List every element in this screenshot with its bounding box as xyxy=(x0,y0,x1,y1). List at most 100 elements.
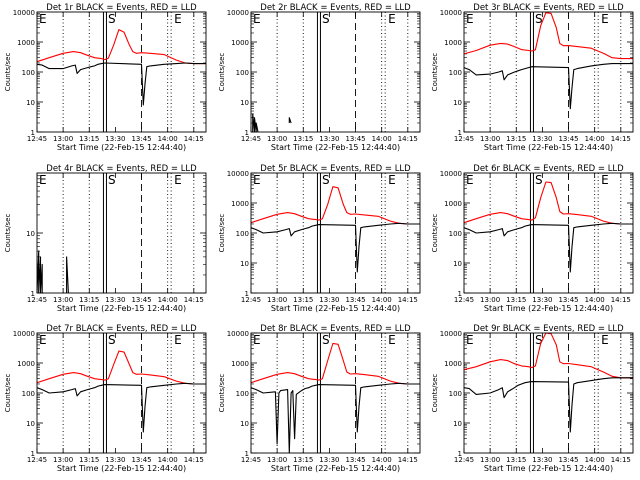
events-series-line xyxy=(252,113,259,133)
x-tick-label: 13:45 xyxy=(558,296,578,304)
y-tick-label: 10000 xyxy=(13,9,35,17)
events-series-line xyxy=(250,222,420,273)
lld-series-line xyxy=(250,186,420,225)
x-tick-label: 13:15 xyxy=(79,135,99,143)
x-tick-label: 12:45 xyxy=(454,456,474,464)
panel-title: Det 7r BLACK = Events, RED = LLD xyxy=(46,324,197,334)
y-axis-label: Counts/sec xyxy=(4,53,12,92)
x-tick-label: 13:15 xyxy=(79,456,99,464)
y-tick-label: 1000 xyxy=(17,39,35,47)
x-axis-label: Start Time (22-Feb-15 12:44:40) xyxy=(271,143,400,152)
lld-series-line xyxy=(36,29,206,65)
end-marker-label: E xyxy=(601,173,609,187)
x-tick-label: 13:30 xyxy=(532,135,552,143)
x-tick-label: 12:45 xyxy=(27,296,47,304)
plot-frame xyxy=(250,332,421,454)
x-tick-label: 13:45 xyxy=(558,135,578,143)
x-tick-label: 13:30 xyxy=(319,296,339,304)
plot-frame xyxy=(36,172,207,294)
x-tick-label: 12:45 xyxy=(454,296,474,304)
x-tick-label: 13:00 xyxy=(267,296,287,304)
detector-panel: Det 1r BLACK = Events, RED = LLD Counts/s… xyxy=(4,3,207,152)
plot-frame xyxy=(463,172,634,294)
x-tick-label: 14:15 xyxy=(611,296,631,304)
plot-frame xyxy=(463,332,634,454)
lld-series-line xyxy=(463,12,633,60)
x-tick-label: 13:00 xyxy=(480,296,500,304)
panel-title: Det 9r BLACK = Events, RED = LLD xyxy=(473,324,624,334)
x-axis-label: Start Time (22-Feb-15 12:44:40) xyxy=(57,464,186,473)
events-series-line xyxy=(463,222,633,273)
end-marker-label: E xyxy=(601,333,609,347)
y-tick-label: 1 xyxy=(245,290,249,298)
y-tick-label: 10000 xyxy=(227,330,249,338)
y-tick-label: 1000 xyxy=(231,200,249,208)
end-marker-label: E xyxy=(253,12,261,26)
x-tick-label: 13:00 xyxy=(53,456,73,464)
y-tick-label: 10 xyxy=(26,230,35,238)
events-series-line xyxy=(463,377,633,433)
panel-title: Det 6r BLACK = Events, RED = LLD xyxy=(473,164,624,174)
x-tick-label: 14:15 xyxy=(611,135,631,143)
x-tick-label: 13:30 xyxy=(319,456,339,464)
detector-panel: Det 5r BLACK = Events, RED = LLD Counts/s… xyxy=(218,164,421,313)
end-marker-label: E xyxy=(174,333,182,347)
events-series-line xyxy=(250,382,420,454)
y-tick-label: 100 xyxy=(449,69,462,77)
x-axis-label: Start Time (22-Feb-15 12:44:40) xyxy=(271,304,400,313)
y-axis-label: Counts/sec xyxy=(218,53,226,92)
y-tick-label: 100 xyxy=(449,230,462,238)
start-marker-label: S xyxy=(108,333,116,347)
end-marker-label: E xyxy=(388,12,396,26)
y-axis-label: Counts/sec xyxy=(218,214,226,253)
x-tick-label: 14:15 xyxy=(611,456,631,464)
x-tick-label: 14:00 xyxy=(158,456,178,464)
x-tick-label: 12:45 xyxy=(241,135,261,143)
x-tick-label: 14:00 xyxy=(372,135,392,143)
end-marker-label: E xyxy=(601,12,609,26)
x-tick-label: 12:45 xyxy=(241,456,261,464)
x-tick-label: 13:00 xyxy=(480,135,500,143)
lld-series-line xyxy=(250,342,420,385)
x-tick-label: 13:15 xyxy=(506,135,526,143)
detector-panel: Det 2r BLACK = Events, RED = LLD Counts/s… xyxy=(218,3,421,152)
end-marker-label: E xyxy=(39,173,47,187)
y-tick-label: 10 xyxy=(240,99,249,107)
x-tick-label: 13:15 xyxy=(293,456,313,464)
x-tick-label: 12:45 xyxy=(241,296,261,304)
y-tick-label: 1 xyxy=(31,450,35,458)
events-series-line xyxy=(288,117,292,124)
y-tick-label: 1000 xyxy=(231,360,249,368)
x-axis-label: Start Time (22-Feb-15 12:44:40) xyxy=(57,143,186,152)
detector-panel: Det 8r BLACK = Events, RED = LLD Counts/s… xyxy=(218,324,421,473)
end-marker-label: E xyxy=(253,333,261,347)
x-tick-label: 13:00 xyxy=(53,135,73,143)
y-axis-label: Counts/sec xyxy=(4,214,12,253)
y-tick-label: 10000 xyxy=(13,330,35,338)
x-axis-label: Start Time (22-Feb-15 12:44:40) xyxy=(271,464,400,473)
y-tick-label: 1 xyxy=(458,450,462,458)
events-series-line xyxy=(463,63,633,110)
y-tick-label: 10 xyxy=(240,260,249,268)
end-marker-label: E xyxy=(466,333,474,347)
x-tick-label: 12:45 xyxy=(27,135,47,143)
x-tick-label: 13:45 xyxy=(131,296,151,304)
x-tick-label: 14:00 xyxy=(158,135,178,143)
y-tick-label: 1000 xyxy=(444,39,462,47)
x-tick-label: 14:15 xyxy=(184,135,204,143)
plot-frame xyxy=(36,11,207,133)
end-marker-label: E xyxy=(253,173,261,187)
y-tick-label: 10 xyxy=(26,99,35,107)
lld-series-line xyxy=(36,350,206,385)
plot-frame xyxy=(463,11,634,133)
end-marker-label: E xyxy=(466,173,474,187)
panel-title: Det 5r BLACK = Events, RED = LLD xyxy=(260,164,411,174)
y-axis-label: Counts/sec xyxy=(218,374,226,413)
y-tick-label: 100 xyxy=(236,69,249,77)
x-tick-label: 13:30 xyxy=(319,135,339,143)
end-marker-label: E xyxy=(388,333,396,347)
y-axis-label: Counts/sec xyxy=(431,53,439,92)
x-tick-label: 13:30 xyxy=(105,456,125,464)
y-tick-label: 100 xyxy=(22,69,35,77)
